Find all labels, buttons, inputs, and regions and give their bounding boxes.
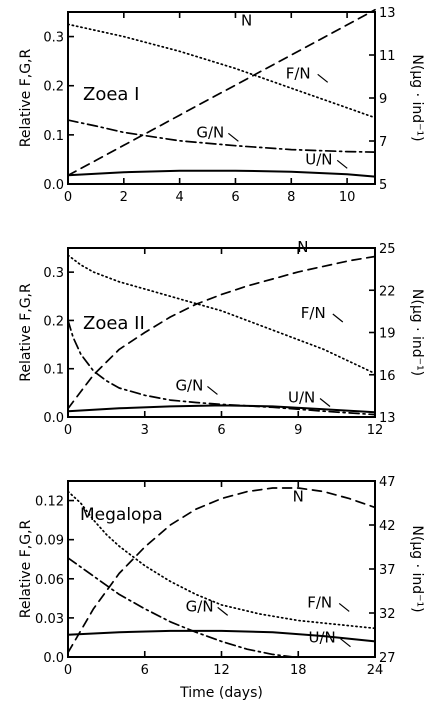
x-tick-label: 0 — [64, 190, 72, 205]
y-tick-label: 0.0 — [43, 178, 64, 193]
y-tick-label: 0.0 — [43, 651, 64, 666]
series-label-leader — [207, 385, 218, 395]
series-n-line — [67, 487, 376, 654]
x-tick-label: 12 — [213, 663, 230, 678]
y-tick-label: 0.2 — [43, 80, 64, 95]
y-tick-label: 0.03 — [35, 612, 64, 627]
y2-tick-label: 27 — [379, 651, 396, 666]
y2-tick-label: 47 — [379, 475, 396, 490]
x-tick-label: 6 — [141, 663, 149, 678]
y2-tick-label: 37 — [379, 563, 396, 578]
y-tick-label: 0.1 — [43, 363, 64, 378]
series-label-leader — [340, 638, 351, 648]
y2-tick-label: 32 — [379, 607, 396, 622]
series-label-u-n: U/N — [288, 389, 315, 407]
series-label-n: N — [293, 487, 304, 505]
y-tick-label: 0.3 — [43, 266, 64, 281]
panel-label: Zoea II — [83, 313, 145, 334]
x-tick-label: 4 — [175, 190, 183, 205]
x-tick-label: 12 — [367, 423, 384, 438]
y2-axis-title: N(µg · ind⁻¹) — [409, 289, 425, 376]
series-u-n-line — [67, 404, 376, 414]
series-label-leader — [228, 132, 239, 142]
panel-megalopa: 0 6 12 18 24 0.0 0.03 0.06 0.09 0.12 27 32 37 42 47 Rel… — [18, 475, 425, 701]
y2-tick-label: 16 — [379, 369, 396, 384]
y2-tick-label: 13 — [379, 411, 396, 426]
y2-tick-label: 7 — [379, 135, 387, 150]
y-axis-title: Relative F,G,R — [18, 520, 34, 619]
x-tick-label: 10 — [339, 190, 356, 205]
series-label-leader — [332, 313, 344, 323]
series-label-leader — [317, 73, 329, 83]
x-tick-label: 0 — [64, 423, 72, 438]
x-tick-label: 18 — [290, 663, 307, 678]
panel-label: Zoea I — [83, 84, 139, 105]
series-label-leader — [319, 398, 331, 407]
series-n-line — [67, 8, 376, 177]
y-tick-label: 0.3 — [43, 31, 64, 46]
y-tick-label: 0.1 — [43, 129, 64, 144]
panel-label: Megalopa — [80, 505, 163, 525]
y-tick-label: 0.0 — [43, 411, 64, 426]
x-tick-label: 24 — [367, 663, 384, 678]
y2-tick-label: 22 — [379, 284, 396, 299]
x-tick-label: 8 — [287, 190, 295, 205]
series-n-line — [67, 255, 376, 410]
series-label-n: N — [297, 238, 308, 256]
series-label-leader — [217, 606, 229, 616]
panel-zoea-ii: 0 3 6 9 12 0.0 0.1 0.2 0.3 13 16 19 22 25 Relative F,G… — [18, 238, 425, 438]
series-label-leader — [336, 159, 348, 169]
series-label-n: N — [241, 11, 252, 29]
y-tick-label: 0.06 — [35, 573, 64, 588]
y2-tick-label: 5 — [379, 178, 387, 193]
series-u-n-line — [67, 629, 376, 643]
x-tick-label: 3 — [141, 423, 149, 438]
series-label-f-n: F/N — [307, 593, 332, 611]
series-f-n-line — [67, 490, 376, 630]
y2-tick-label: 11 — [379, 49, 396, 64]
x-tick-label: 0 — [64, 663, 72, 678]
series-f-n-line — [67, 254, 376, 375]
series-label-g-n: G/N — [196, 123, 224, 141]
y2-tick-label: 13 — [379, 6, 396, 21]
x-tick-label: 6 — [231, 190, 239, 205]
y-axis-title: Relative F,G,R — [18, 49, 34, 148]
y2-axis-title: N(µg · ind⁻¹) — [409, 54, 425, 141]
y2-axis-title: N(µg · ind⁻¹) — [409, 525, 425, 612]
y-tick-label: 0.12 — [35, 495, 64, 510]
x-tick-label: 6 — [217, 423, 225, 438]
series-label-f-n: F/N — [301, 304, 326, 322]
series-label-g-n: G/N — [186, 597, 214, 615]
y2-tick-label: 9 — [379, 92, 387, 107]
x-tick-label: 9 — [294, 423, 302, 438]
series-g-n-line — [67, 319, 376, 416]
series-g-n-line — [67, 119, 376, 153]
series-label-leader — [338, 602, 350, 612]
x-axis-title: Time (days) — [179, 685, 263, 701]
series-label-f-n: F/N — [286, 64, 311, 82]
x-tick-label: 2 — [120, 190, 128, 205]
series-label-u-n: U/N — [305, 150, 332, 168]
series-label-u-n: U/N — [308, 629, 335, 647]
y-axis-title: Relative F,G,R — [18, 283, 34, 382]
y2-tick-label: 25 — [379, 242, 396, 257]
y2-tick-label: 19 — [379, 327, 396, 342]
y-tick-label: 0.09 — [35, 534, 64, 549]
y2-tick-label: 42 — [379, 519, 396, 534]
y-tick-label: 0.2 — [43, 314, 64, 329]
panel-zoea-i: 0 2 4 6 8 10 0.0 0.1 0.2 0.3 5 7 9 11 13 Relative F,G,R… — [18, 6, 425, 205]
series-label-g-n: G/N — [175, 376, 203, 394]
series-f-n-line — [67, 23, 376, 119]
series-u-n-line — [67, 169, 376, 178]
series-g-n-line — [67, 557, 294, 658]
